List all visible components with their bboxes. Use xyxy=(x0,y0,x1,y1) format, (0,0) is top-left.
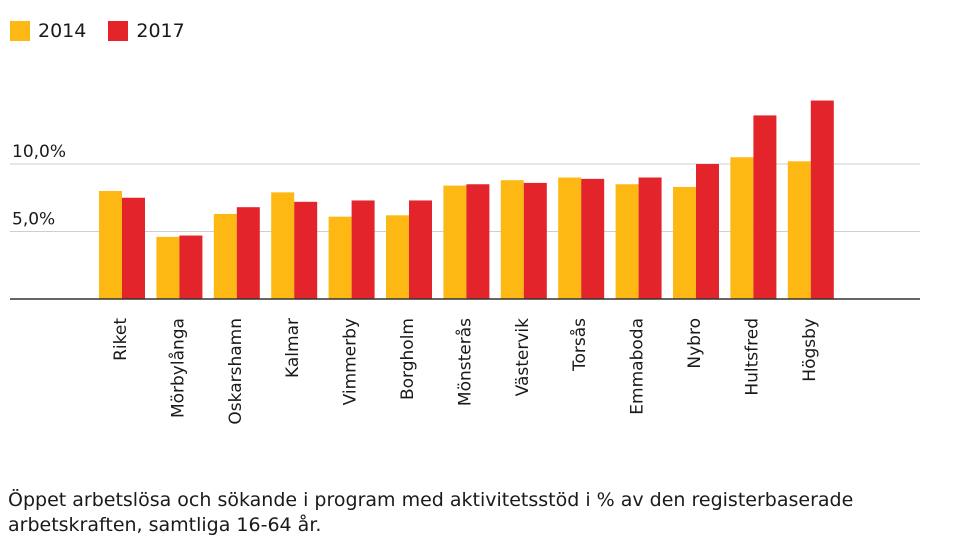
legend-item-2014: 2014 xyxy=(10,20,86,42)
bar-2017-mörbylånga xyxy=(179,235,203,299)
x-tick-label: Mörbylånga xyxy=(167,318,188,418)
bar-2014-torsås xyxy=(558,177,582,299)
x-tick-label: Hultsfred xyxy=(742,318,762,396)
bar-2014-hultsfred xyxy=(730,157,754,299)
legend-label-2017: 2017 xyxy=(136,20,185,42)
x-tick-label: Torsås xyxy=(569,318,590,372)
bar-2014-kalmar xyxy=(271,192,295,299)
x-tick-label: Vimmerby xyxy=(341,318,361,405)
chart-legend: 2014 2017 xyxy=(10,20,185,42)
bar-2014-högsby xyxy=(787,161,811,299)
x-tick-label: Mönsterås xyxy=(454,318,475,406)
legend-label-2014: 2014 xyxy=(38,20,87,42)
bar-2014-mönsterås xyxy=(443,185,467,299)
x-tick-label: Borgholm xyxy=(398,318,418,400)
x-tick-label: Emmaboda xyxy=(628,318,648,415)
x-tick-label: Riket xyxy=(111,318,131,361)
x-tick-label: Högsby xyxy=(800,318,820,382)
bar-2017-vimmerby xyxy=(351,200,375,299)
bar-2014-vimmerby xyxy=(328,216,352,299)
x-tick-label: Kalmar xyxy=(283,318,303,378)
bar-2017-nybro xyxy=(696,164,719,299)
bar-2017-oskarshamn xyxy=(236,207,260,299)
x-tick-label: Oskarshamn xyxy=(226,318,246,425)
bar-2014-nybro xyxy=(673,186,696,299)
legend-item-2017: 2017 xyxy=(108,20,185,42)
bar-2014-oskarshamn xyxy=(213,213,237,299)
bar-2014-riket xyxy=(99,191,122,299)
bar-2017-västervik xyxy=(523,182,547,299)
legend-swatch-2017 xyxy=(108,21,129,41)
y-tick-label: 5,0% xyxy=(12,210,55,230)
bar-2017-riket xyxy=(122,197,145,299)
bar-2017-hultsfred xyxy=(753,115,777,300)
bar-2014-västervik xyxy=(500,180,524,299)
bar-2014-mörbylånga xyxy=(156,236,180,299)
y-tick-label: 10,0% xyxy=(12,142,66,162)
bar-2017-borgholm xyxy=(409,200,432,299)
x-tick-label: Nybro xyxy=(685,318,705,369)
chart-caption: Öppet arbetslösa och sökande i program m… xyxy=(8,489,854,536)
bar-2014-emmaboda xyxy=(615,184,639,299)
bar-2017-kalmar xyxy=(294,201,318,299)
bar-2017-emmaboda xyxy=(638,177,662,299)
bar-2014-borgholm xyxy=(386,215,409,299)
bar-2017-högsby xyxy=(810,100,834,299)
x-tick-label: Västervik xyxy=(513,318,533,396)
bar-2017-mönsterås xyxy=(466,184,490,299)
bar-2017-torsås xyxy=(581,178,605,299)
legend-swatch-2014 xyxy=(10,21,30,41)
